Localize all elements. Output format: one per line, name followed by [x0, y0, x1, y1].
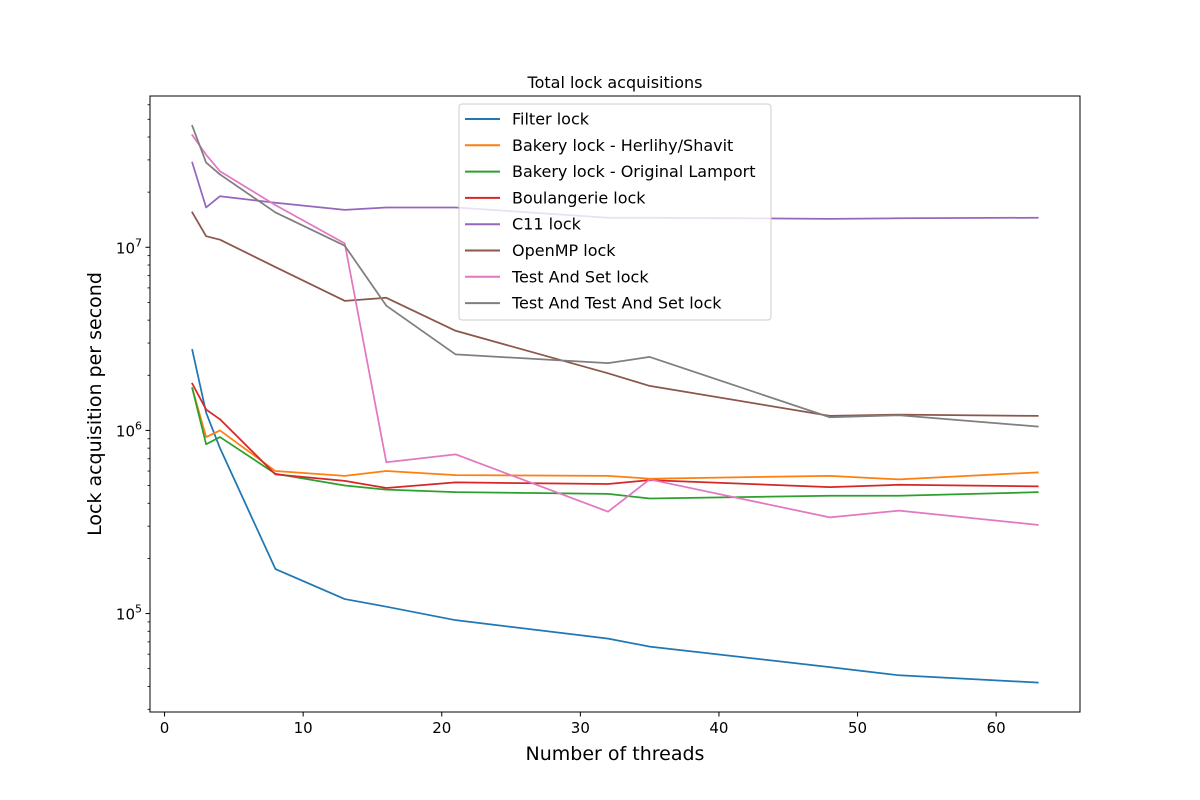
legend-label-7: Test And Set lock	[511, 267, 649, 286]
plot-frame	[149, 95, 1081, 713]
series-layer	[191, 124, 1039, 684]
legend-label-2: Bakery lock - Herlihy/Shavit	[512, 136, 733, 155]
legend-label-6: OpenMP lock	[512, 241, 616, 260]
y-tick-label: 105	[116, 603, 142, 624]
y-tick-label: 106	[116, 419, 142, 440]
series-line-4	[191, 382, 1039, 489]
series-line-6	[191, 211, 1039, 417]
series-line-2	[191, 387, 1039, 481]
series-line-5	[191, 161, 1039, 220]
legend-label-8: Test And Test And Set lock	[511, 294, 722, 313]
x-axis: 0 10 20 30 40 50 60	[160, 712, 1006, 737]
x-tick-label: 0	[160, 719, 170, 737]
y-axis-label: Lock acquisition per second	[84, 272, 106, 536]
series-line-8	[191, 124, 1039, 428]
legend-frame	[458, 103, 772, 321]
legend: Filter lock Bakery lock - Herlihy/Shavit B…	[458, 103, 772, 321]
x-axis-label: Number of threads	[526, 743, 705, 765]
x-tick-label: 40	[709, 719, 728, 737]
series-line-1	[191, 348, 1039, 684]
x-tick-label: 20	[432, 719, 451, 737]
x-tick-label: 10	[294, 719, 313, 737]
legend-label-4: Boulangerie lock	[512, 188, 646, 207]
x-tick-label: 60	[987, 719, 1006, 737]
legend-label-3: Bakery lock - Original Lamport	[512, 162, 756, 181]
y-axis: 105 106 107	[116, 104, 150, 710]
series-line-3	[191, 387, 1039, 500]
x-tick-label: 30	[571, 719, 590, 737]
y-tick-label: 107	[116, 236, 142, 257]
legend-label-5: C11 lock	[512, 215, 582, 234]
chart-title: Total lock acquisitions	[527, 73, 703, 92]
legend-label-1: Filter lock	[512, 110, 590, 129]
x-tick-label: 50	[848, 719, 867, 737]
series-line-7	[191, 133, 1039, 526]
